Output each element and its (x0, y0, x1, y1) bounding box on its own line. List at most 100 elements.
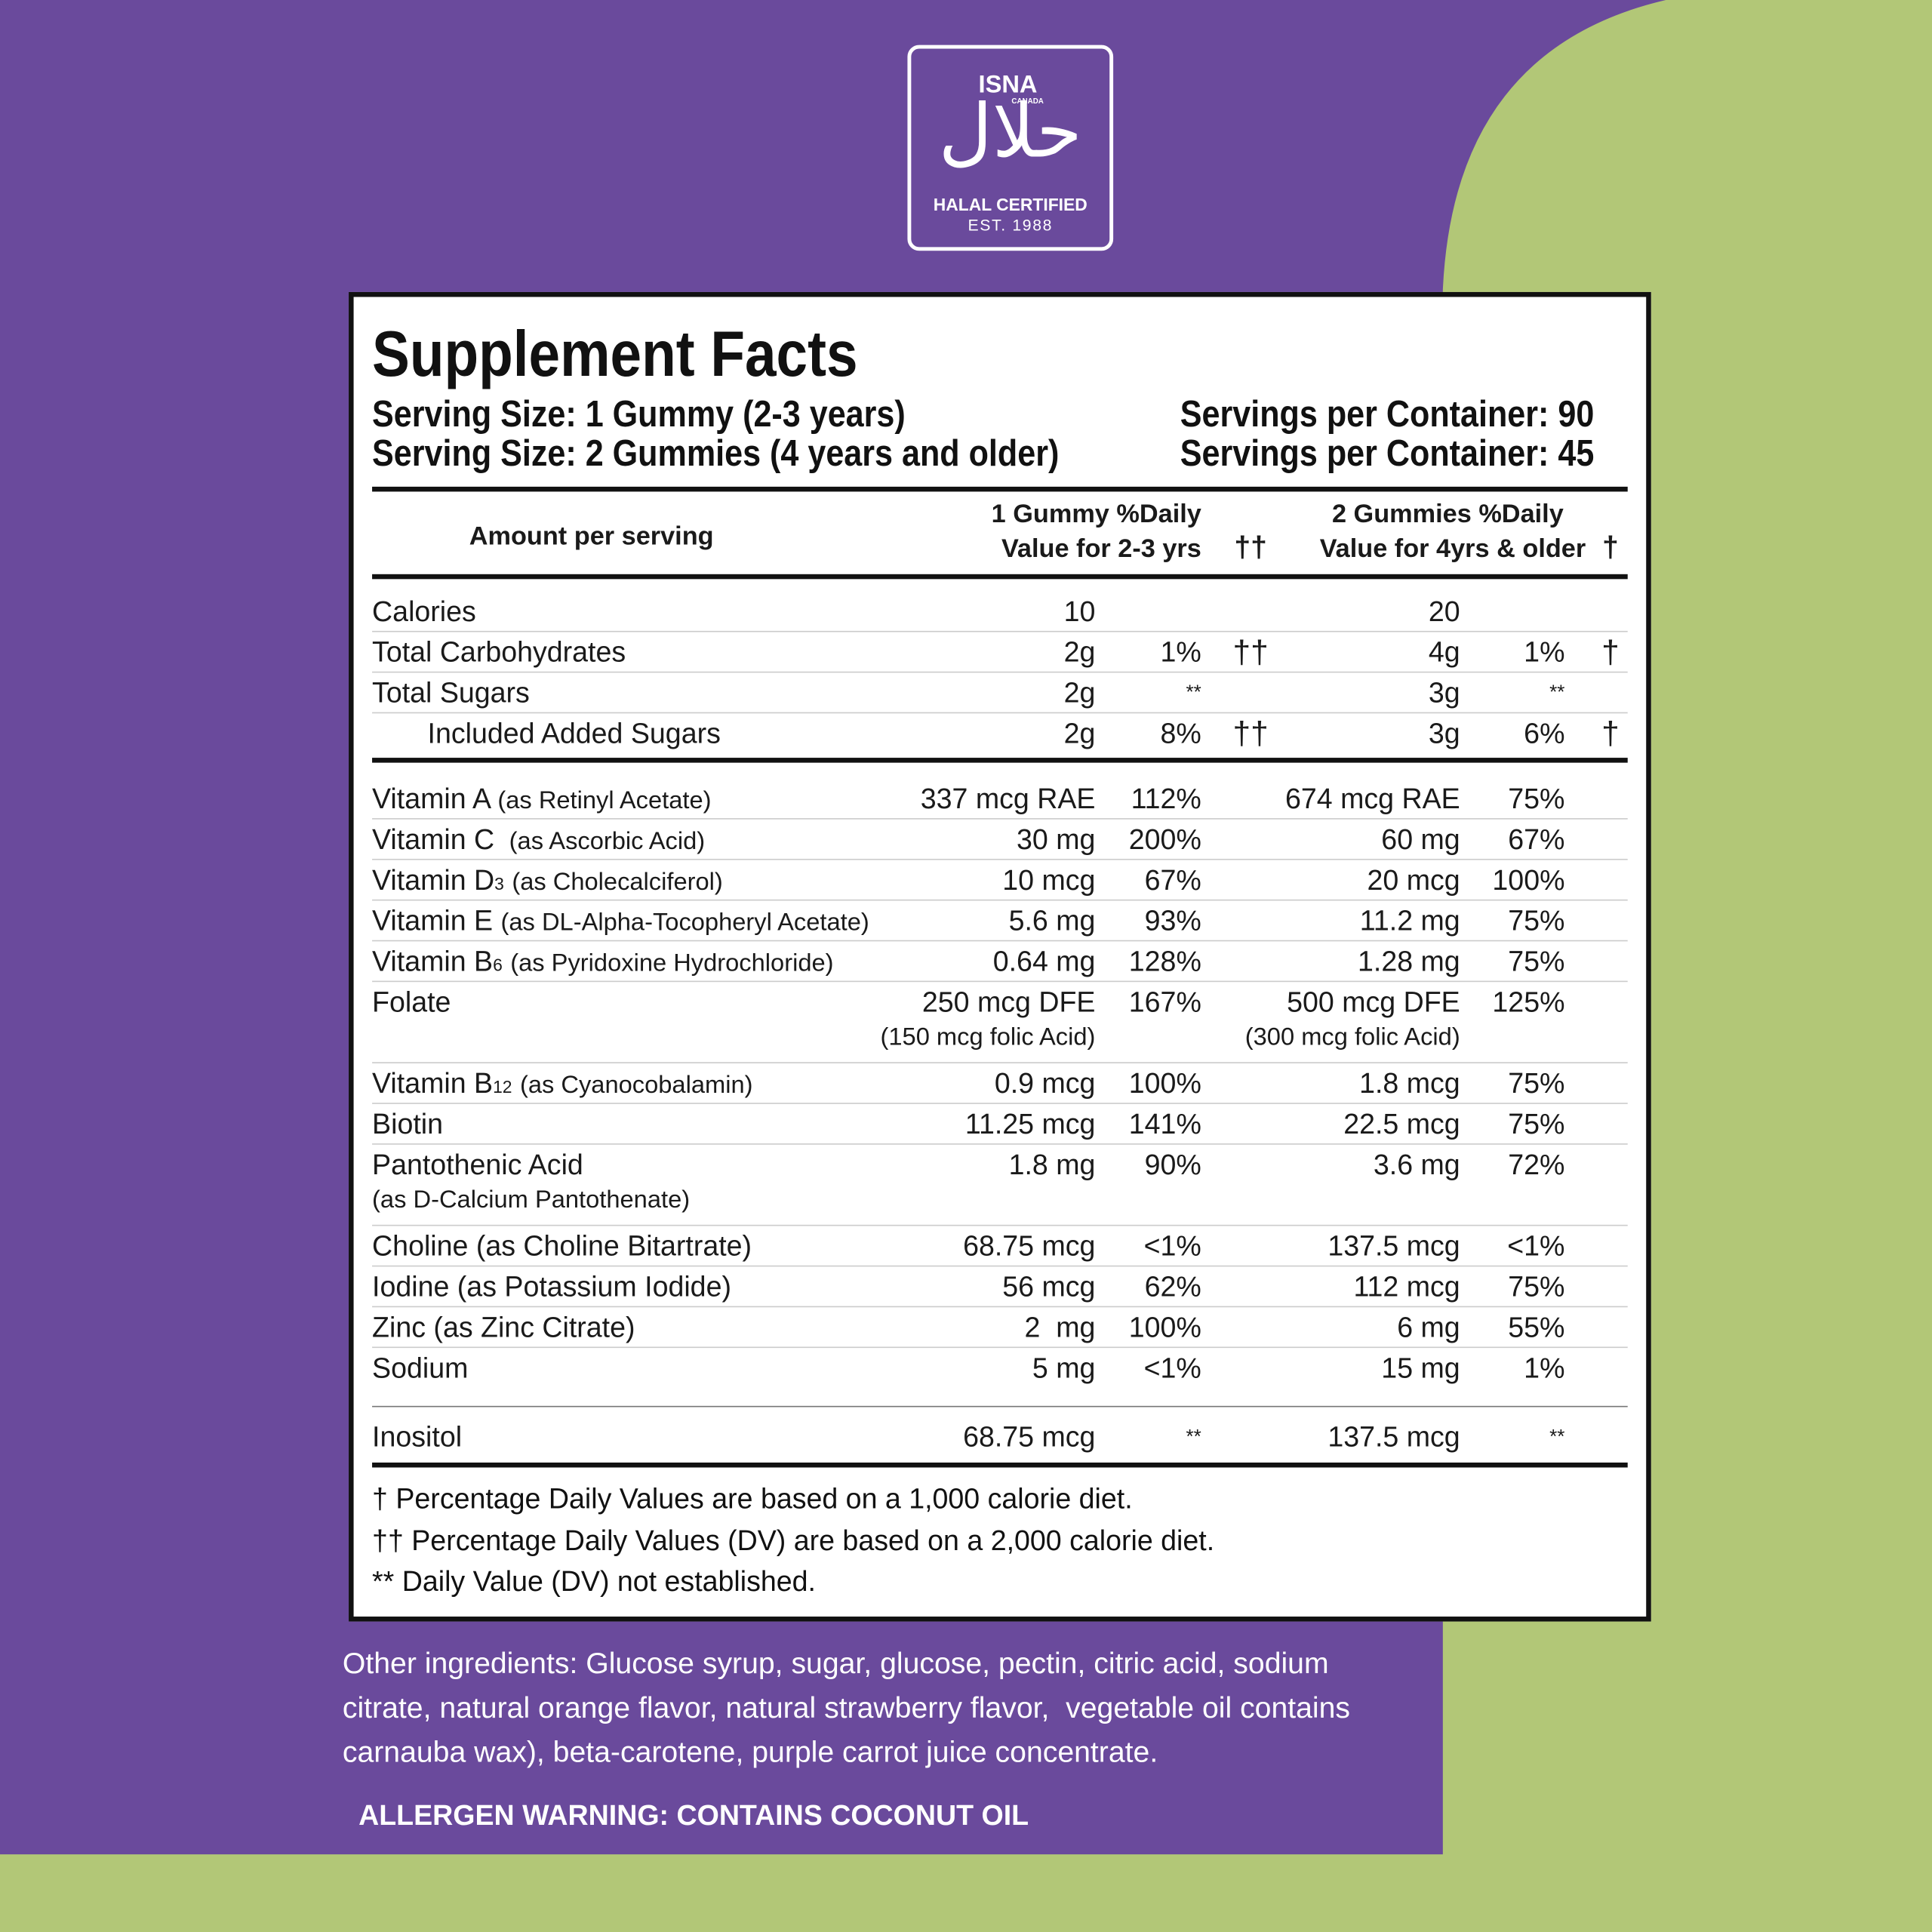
nutrient-name: Zinc (as Zinc Citrate) (372, 1307, 635, 1348)
amount: 3g (1428, 717, 1460, 749)
nutrient-note: (as DL-Alpha-Tocopheryl Acetate) (500, 909, 869, 937)
footnote: † Percentage Daily Values are based on a… (372, 1482, 1133, 1515)
nutrient-name: Vitamin E (as DL-Alpha-Tocopheryl Acetat… (372, 900, 869, 943)
nutrient-note: (as Retinyl Acetate) (497, 787, 712, 815)
nutrient-label: Vitamin E (372, 904, 494, 937)
amount-detail: (300 mcg folic Acid) (1244, 1023, 1460, 1051)
nutrient-name: Vitamin A (as Retinyl Acetate) (372, 779, 711, 822)
dv-mark: † (1601, 714, 1620, 752)
daily-value: 75% (1508, 1107, 1565, 1140)
amount: 2g (1063, 717, 1096, 749)
daily-value: 167% (1128, 986, 1201, 1018)
daily-value: <1% (1507, 1229, 1565, 1262)
daily-value: 100% (1128, 1066, 1201, 1100)
header-col2: 2 Gummies %Daily (1331, 500, 1564, 529)
dv-mark: † (1601, 633, 1620, 671)
amount: 20 mcg (1367, 863, 1460, 896)
amount: 6 mg (1397, 1311, 1460, 1343)
dv-mark: †† (1232, 633, 1269, 671)
amount: 674 mcg RAE (1285, 782, 1460, 815)
rule (372, 1405, 1628, 1407)
nutrient-label: Iodine (as Potassium Iodide) (372, 1270, 731, 1303)
daily-value: 6% (1524, 717, 1565, 749)
amount: 0.64 mg (992, 945, 1096, 977)
fact-row: Choline (as Choline Bitartrate) 68.75 mcg… (372, 1226, 1628, 1267)
fact-row: Vitamin E (as DL-Alpha-Tocopheryl Acetat… (372, 900, 1628, 943)
footnote: †† Percentage Daily Values (DV) are base… (372, 1524, 1215, 1557)
daily-value: 72% (1508, 1148, 1565, 1181)
daily-value: <1% (1143, 1352, 1201, 1384)
daily-value: ** (1186, 682, 1201, 704)
amount: 137.5 mcg (1327, 1229, 1460, 1262)
amount: 10 (1063, 595, 1096, 628)
serving-size: Serving Size: 1 Gummy (2-3 years) (372, 394, 906, 435)
nutrient-name: Calories (372, 592, 476, 632)
daily-value: ** (1186, 1426, 1201, 1448)
amount: 4g (1428, 635, 1460, 668)
amount: 60 mg (1381, 823, 1460, 856)
daily-value: 67% (1144, 863, 1201, 896)
nutrient-name: Vitamin C (as Ascorbic Acid) (372, 820, 705, 863)
daily-value: 112% (1131, 782, 1201, 815)
nutrient-label: Folate (372, 986, 451, 1018)
daily-value: 100% (1492, 863, 1565, 896)
daily-value: 75% (1508, 1270, 1565, 1303)
nutrient-label: Total Carbohydrates (372, 635, 626, 668)
header-row: Amount per serving 1 Gummy %Daily Value … (372, 498, 1628, 574)
footnote: ** Daily Value (DV) not established. (372, 1564, 816, 1597)
amount: 11.25 mcg (964, 1107, 1096, 1140)
amount: 68.75 mcg (963, 1229, 1096, 1262)
daily-value: 128% (1128, 945, 1201, 977)
amount: 15 mg (1381, 1352, 1460, 1384)
header-col2: Value for 4yrs & older (1319, 534, 1586, 564)
nutrient-label: Inositol (372, 1420, 463, 1453)
header-mark: † (1601, 531, 1619, 565)
daily-value: 1% (1524, 1352, 1565, 1384)
nutrient-label: Choline (as Choline Bitartrate) (372, 1229, 752, 1262)
daily-value: 1% (1524, 635, 1565, 668)
amount-detail: (150 mcg folic Acid) (880, 1023, 1096, 1051)
fact-row: Calories 10 20 (372, 592, 1628, 632)
amount: 11.2 mg (1359, 904, 1460, 937)
daily-value: 75% (1508, 945, 1565, 977)
rule (372, 486, 1628, 492)
amount: 112 mcg (1353, 1270, 1460, 1303)
nutrient-note: (as Pyridoxine Hydrochloride) (510, 949, 834, 977)
nutrient-name: Choline (as Choline Bitartrate) (372, 1226, 752, 1266)
nutrient-label: Vitamin A (372, 782, 490, 815)
fact-row: Included Added Sugars 2g 8% †† 3g 6% † (372, 713, 1628, 754)
nutrient-name: Inositol (372, 1417, 462, 1458)
facts-panel (349, 291, 1651, 1622)
logo-certified: HALAL CERTIFIED (933, 194, 1088, 215)
nutrient-name: Iodine (as Potassium Iodide) (372, 1266, 731, 1307)
amount: 1.8 mcg (1359, 1066, 1460, 1100)
nutrient-name: Biotin (372, 1104, 443, 1145)
daily-value: 141% (1128, 1107, 1201, 1140)
fact-row: Vitamin B12 (as Cyanocobalamin) 0.9 mcg 10… (372, 1063, 1628, 1104)
daily-value: 125% (1492, 986, 1565, 1018)
fact-row: Vitamin A (as Retinyl Acetate) 337 mcg RA… (372, 779, 1628, 820)
fact-row: Iodine (as Potassium Iodide) 56 mcg 62% 112… (372, 1266, 1628, 1308)
header-col1: Value for 2-3 yrs (1001, 534, 1201, 564)
amount: 68.75 mcg (963, 1420, 1096, 1453)
nutrient-note: (as D-Calcium Pantothenate) (372, 1186, 691, 1214)
fact-row: Folate 250 mcg DFE 167% 500 mcg DFE 125% (150… (372, 982, 1628, 1063)
nutrient-note: (as Cyanocobalamin) (519, 1072, 753, 1100)
subscript: 3 (494, 873, 504, 894)
daily-value: <1% (1143, 1229, 1201, 1262)
daily-value: 1% (1160, 635, 1201, 668)
amount: 500 mcg DFE (1287, 986, 1460, 1018)
daily-value: 67% (1508, 823, 1565, 856)
daily-value: 90% (1144, 1148, 1201, 1181)
rule (372, 758, 1628, 763)
ingredients: citrate, natural orange flavor, natural … (342, 1691, 1351, 1725)
facts-title: Supplement Facts (372, 318, 858, 391)
amount: 5 mg (1032, 1352, 1096, 1384)
amount: 2g (1063, 676, 1096, 709)
amount: 22.5 mcg (1343, 1107, 1460, 1140)
amount: 1.8 mg (1008, 1148, 1096, 1181)
nutrient-label: Vitamin B (372, 1066, 494, 1100)
nutrient-label: Vitamin D (372, 863, 495, 896)
